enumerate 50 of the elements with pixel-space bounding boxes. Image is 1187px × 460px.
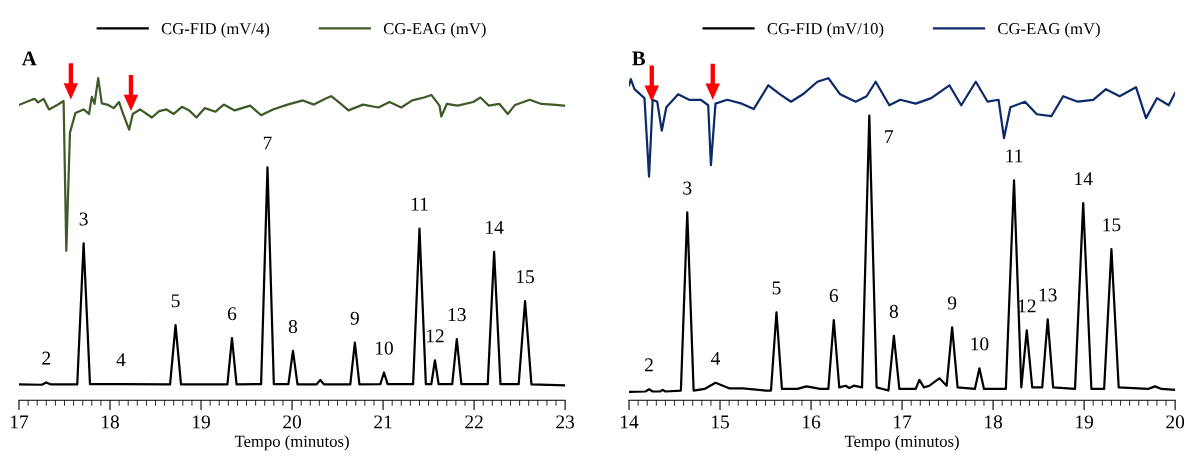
x-tick-label: 20 (1166, 415, 1185, 429)
x-tick-label: 19 (193, 415, 210, 429)
x-tick-label: 19 (1076, 415, 1094, 429)
legend-label: CG-EAG (mV) (998, 22, 1100, 38)
chart-title: A (21, 51, 37, 66)
annotation: 6 (829, 289, 839, 303)
annotation: 8 (288, 319, 298, 334)
annotation: 12 (1018, 299, 1036, 313)
x-tick-label: 23 (556, 415, 575, 429)
annotation: 7 (885, 130, 894, 143)
annotation: 9 (947, 296, 957, 310)
chart-title: B (632, 51, 646, 66)
x-tick-label: 14 (621, 415, 639, 429)
annotation: 12 (426, 329, 444, 343)
annotation: 10 (375, 341, 393, 355)
annotation: 10 (971, 337, 989, 351)
annotation: 8 (889, 304, 898, 318)
annotation: 11 (411, 197, 428, 211)
annotation: 3 (683, 181, 692, 195)
x-tick-label: 21 (374, 415, 392, 429)
annotation: 5 (772, 281, 781, 295)
annotation: 3 (79, 212, 88, 226)
annotation: 2 (645, 358, 653, 372)
annotation: 5 (171, 294, 180, 308)
x-tick-label: 17 (894, 415, 912, 429)
x-tick-label: 15 (712, 415, 729, 429)
annotation: 14 (1075, 172, 1093, 186)
annotation: 2 (42, 351, 51, 365)
x-axis-title: Tempo (minutos) (844, 435, 959, 451)
annotation: 9 (350, 311, 359, 325)
x-tick-label: 16 (803, 415, 821, 429)
annotation: 4 (711, 351, 721, 365)
legend-label: CG-FID (mV/4) (161, 22, 270, 38)
annotation: 13 (1039, 288, 1057, 302)
x-axis-title: Tempo (minutos) (234, 435, 349, 451)
x-tick-label: 22 (465, 415, 483, 429)
annotation: 11 (1006, 149, 1023, 163)
annotation: 7 (263, 136, 272, 150)
annotation: 13 (448, 308, 466, 322)
annotation: 4 (116, 353, 126, 367)
annotation: 6 (227, 307, 237, 321)
annotation: 15 (1103, 218, 1121, 232)
x-tick-label: 18 (985, 415, 1003, 429)
x-tick-label: 17 (10, 415, 29, 429)
annotation: 14 (486, 220, 504, 234)
x-tick-label: 20 (283, 415, 302, 429)
legend-label: CG-EAG (mV) (383, 22, 486, 38)
legend-label: CG-FID (mV/10) (767, 22, 884, 38)
annotation: 15 (517, 270, 535, 284)
x-tick-label: 18 (102, 415, 119, 429)
